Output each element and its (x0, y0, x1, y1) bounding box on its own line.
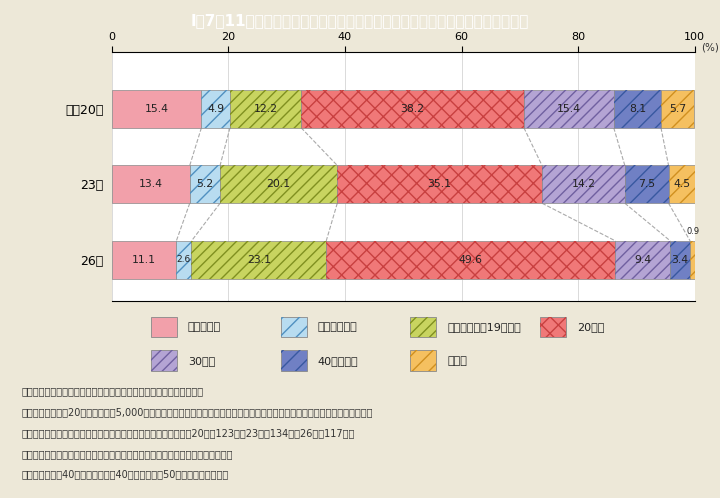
Text: 38.2: 38.2 (400, 104, 425, 114)
Bar (670, 241, 690, 279)
Bar (661, 90, 694, 128)
Text: されたことがある女性が回答。集計対象者は，平成20年が123人，23年が134人，26年が117人。: されたことがある女性が回答。集計対象者は，平成20年が123人，23年が134人… (22, 428, 355, 438)
Text: 13.4: 13.4 (139, 179, 163, 189)
Bar (410, 351, 436, 371)
Text: （備考）１．内閣府「男女間における暴力に関する調査」より作成。: （備考）１．内閣府「男女間における暴力に関する調査」より作成。 (22, 386, 204, 396)
Bar (220, 165, 337, 203)
Text: ２．全国20歳以上の男女5,000人を対象とした無作為抽出によるアンケート調査。本設問は，異性から無理やりに性交: ２．全国20歳以上の男女5,000人を対象とした無作為抽出によるアンケート調査。… (22, 407, 373, 417)
Text: 5.2: 5.2 (197, 179, 213, 189)
Bar (616, 241, 670, 279)
Text: 40歳代以上: 40歳代以上 (318, 356, 358, 366)
Bar (613, 90, 661, 128)
Bar (542, 165, 625, 203)
Bar (230, 90, 301, 128)
Text: 「40歳代以上」：「40歳代」及び「50歳代以上」の合計。: 「40歳代以上」：「40歳代」及び「50歳代以上」の合計。 (22, 470, 229, 480)
Text: 0.9: 0.9 (686, 228, 699, 237)
Bar (670, 241, 690, 279)
Bar (281, 351, 307, 371)
Text: (%): (%) (701, 42, 719, 52)
Bar (326, 241, 616, 279)
Bar (661, 90, 694, 128)
Bar (337, 165, 542, 203)
Text: 3.4: 3.4 (672, 255, 689, 265)
Bar (202, 90, 230, 128)
Text: 14.2: 14.2 (572, 179, 595, 189)
Bar (616, 241, 670, 279)
Bar (613, 90, 661, 128)
Bar (281, 351, 307, 371)
Bar (112, 165, 190, 203)
Bar (192, 241, 326, 279)
Bar (301, 90, 524, 128)
Bar (281, 317, 307, 337)
Text: 7.5: 7.5 (638, 179, 655, 189)
Text: 4.9: 4.9 (207, 104, 224, 114)
Bar (410, 317, 436, 337)
Bar (301, 90, 524, 128)
Text: 23.1: 23.1 (247, 255, 271, 265)
Text: 30歳代: 30歳代 (188, 356, 215, 366)
Text: 11.1: 11.1 (132, 255, 156, 265)
Text: 4.5: 4.5 (673, 179, 690, 189)
Text: 9.4: 9.4 (634, 255, 652, 265)
Text: 12.2: 12.2 (253, 104, 278, 114)
Bar (151, 351, 177, 371)
Text: 小学生以下: 小学生以下 (188, 322, 221, 332)
Bar (625, 165, 669, 203)
Text: 15.4: 15.4 (557, 104, 581, 114)
Text: 中学卒業から19歳まで: 中学卒業から19歳まで (447, 322, 521, 332)
Text: 15.4: 15.4 (145, 104, 168, 114)
Bar (690, 241, 696, 279)
Bar (190, 165, 220, 203)
Bar (220, 165, 337, 203)
Bar (326, 241, 616, 279)
Text: 無回答: 無回答 (447, 356, 467, 366)
Bar (540, 317, 566, 337)
Bar (542, 165, 625, 203)
Bar (625, 165, 669, 203)
Text: 20歳代: 20歳代 (577, 322, 604, 332)
Bar (410, 351, 436, 371)
Bar (669, 165, 695, 203)
Text: 5.7: 5.7 (669, 104, 686, 114)
Bar (524, 90, 613, 128)
Text: 8.1: 8.1 (629, 104, 646, 114)
Text: 49.6: 49.6 (459, 255, 483, 265)
Text: 2.6: 2.6 (177, 255, 191, 264)
Bar (337, 165, 542, 203)
Bar (410, 317, 436, 337)
Bar (192, 241, 326, 279)
Bar (202, 90, 230, 128)
Bar (540, 317, 566, 337)
Text: ３．「小学生以下」：「小学校入学前」及び「小学生のとき」の合計。: ３．「小学生以下」：「小学校入学前」及び「小学生のとき」の合計。 (22, 449, 233, 459)
Text: 20.1: 20.1 (266, 179, 291, 189)
Bar (524, 90, 613, 128)
Text: 中学生のとき: 中学生のとき (318, 322, 357, 332)
Bar (151, 317, 177, 337)
Bar (230, 90, 301, 128)
Bar (190, 165, 220, 203)
Bar (112, 90, 202, 128)
Bar (176, 241, 192, 279)
Bar (669, 165, 695, 203)
Bar (176, 241, 192, 279)
Bar (112, 241, 176, 279)
Bar (151, 351, 177, 371)
Text: I－7－11図　異性から無理やりに性交された被害にあった時期の推移（女性）: I－7－11図 異性から無理やりに性交された被害にあった時期の推移（女性） (191, 13, 529, 28)
Text: 35.1: 35.1 (428, 179, 451, 189)
Bar (690, 241, 696, 279)
Bar (281, 317, 307, 337)
